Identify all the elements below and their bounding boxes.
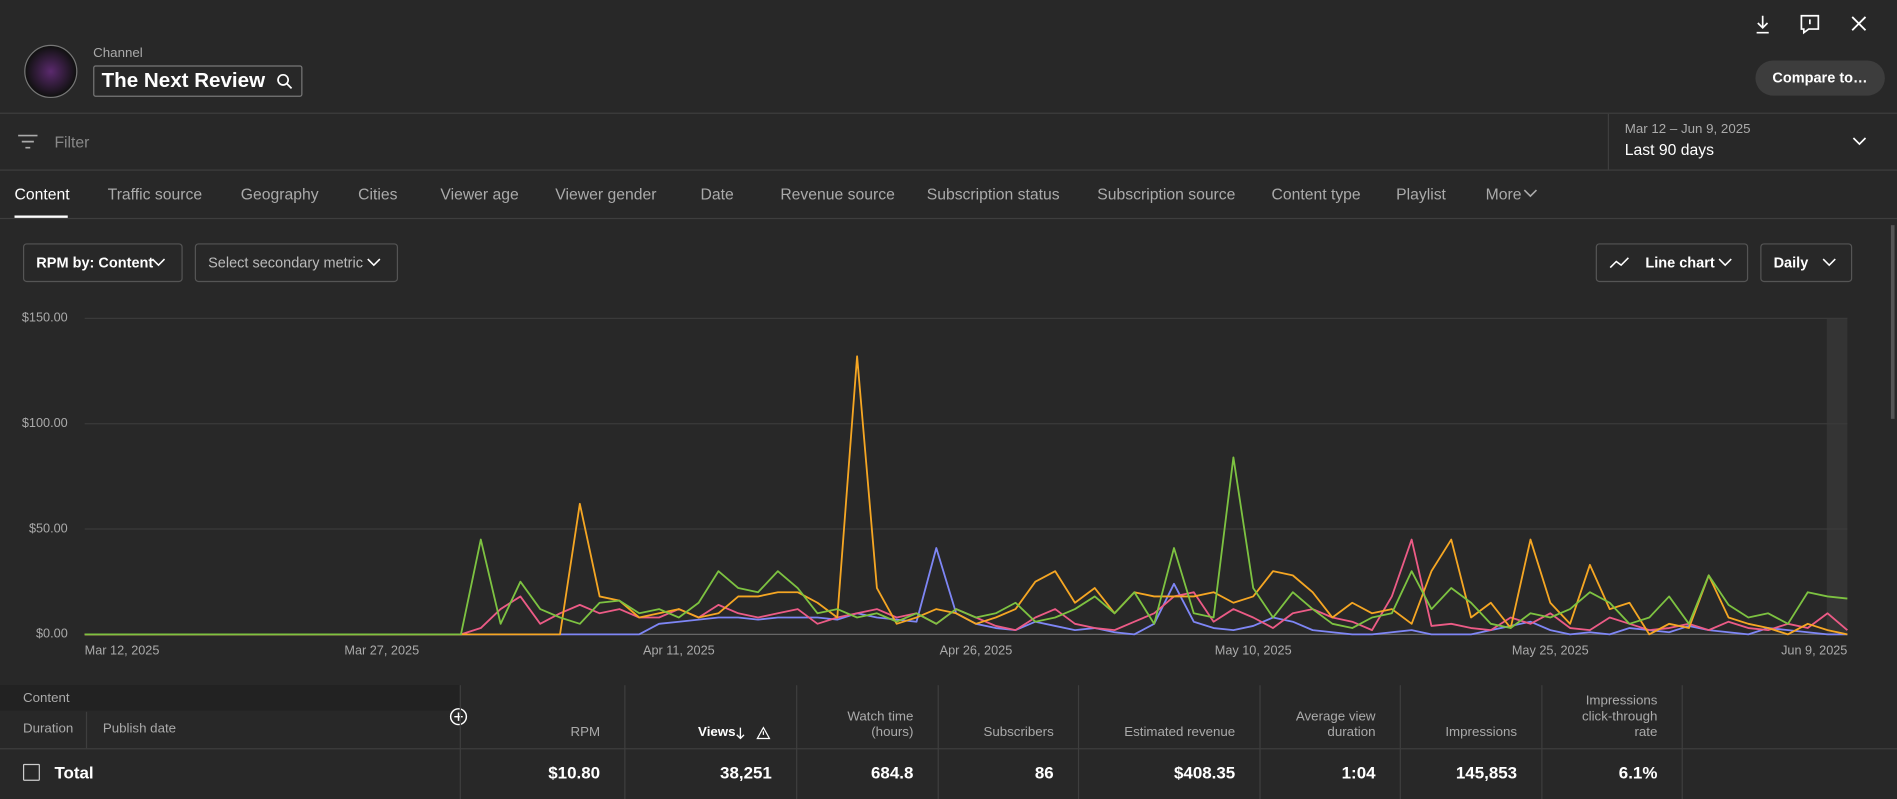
date-range: Mar 12 – Jun 9, 2025	[1624, 122, 1751, 137]
chart-type-dropdown[interactable]: Line chart	[1595, 243, 1749, 283]
total-value: $408.35	[1173, 762, 1236, 783]
column-divider	[1541, 685, 1543, 799]
divider	[0, 169, 1897, 171]
date-period[interactable]: Last 90 days	[1624, 140, 1714, 159]
total-label: Total	[54, 762, 94, 783]
column-divider	[937, 685, 939, 799]
y-tick-label: $150.00	[22, 311, 68, 325]
total-value: 6.1%	[1618, 762, 1658, 783]
compare-button[interactable]: Compare to…	[1755, 60, 1885, 96]
column-divider	[796, 685, 798, 799]
tab[interactable]: Geography	[240, 185, 319, 204]
interval-dropdown[interactable]: Daily	[1760, 243, 1853, 283]
table-header-band	[0, 685, 460, 711]
channel-picker[interactable]: The Next Review	[93, 65, 303, 97]
filter-input[interactable]: Filter	[54, 133, 90, 152]
column-header[interactable]: Average view duration	[1295, 709, 1376, 740]
tab[interactable]: Viewer age	[440, 185, 519, 204]
secondary-text: Select secondary metric	[208, 254, 364, 272]
divider	[0, 217, 1897, 220]
y-tick-label: $50.00	[29, 521, 68, 535]
sort-icons	[736, 726, 771, 740]
tab[interactable]: Playlist	[1396, 185, 1446, 204]
scrollbar	[1890, 225, 1895, 419]
divider	[1607, 113, 1610, 170]
tab[interactable]: Revenue source	[780, 185, 895, 204]
tab[interactable]: More	[1485, 185, 1522, 204]
tab[interactable]: Cities	[358, 185, 398, 204]
interval-text: Daily	[1773, 254, 1809, 272]
column-divider	[1077, 685, 1080, 799]
column-header[interactable]: RPM	[570, 725, 601, 740]
x-tick-label: Jun 9, 2025	[1781, 644, 1847, 658]
total-value: 684.8	[870, 762, 914, 783]
checkbox[interactable]	[22, 763, 40, 781]
column-divider	[1399, 685, 1401, 799]
channel-avatar[interactable]	[24, 44, 78, 99]
dropdown-icons	[151, 257, 1836, 269]
channel-name: The Next Review	[101, 69, 266, 93]
series-line	[84, 355, 1848, 636]
total-value: 145,853	[1455, 762, 1518, 783]
series-line	[84, 456, 1848, 636]
x-tick-label: Apr 26, 2025	[940, 644, 1013, 658]
total-value: $10.80	[548, 762, 601, 783]
column-divider	[459, 685, 461, 799]
divider	[0, 112, 1897, 114]
tab[interactable]: Traffic source	[107, 185, 203, 204]
chevron	[1523, 189, 1538, 198]
filter-icon	[18, 134, 38, 149]
column-divider	[1681, 685, 1683, 799]
column-header[interactable]: Views	[698, 725, 736, 740]
series-line	[84, 547, 1848, 636]
secondary-dropdown[interactable]: Select secondary metric	[194, 243, 399, 283]
add-column-icon[interactable]	[449, 707, 468, 726]
column-header[interactable]: Watch time (hours)	[847, 709, 914, 740]
chart: $0.00 $50.00 $100.00 $150.00 Mar 12, 2025 Mar…	[22, 311, 1848, 658]
tab[interactable]: Subscription status	[926, 185, 1060, 204]
chart-type-text: Line chart	[1645, 254, 1715, 272]
search-icon	[277, 73, 293, 89]
tab[interactable]: Date	[700, 185, 734, 204]
x-tick-label: Apr 11, 2025	[643, 644, 715, 658]
y-tick-label: $0.00	[36, 627, 68, 641]
channel-label: Channel	[93, 46, 143, 61]
content-header: Content	[22, 691, 70, 706]
tab[interactable]: Content	[14, 185, 70, 204]
tab-indicator	[14, 215, 68, 218]
column-header[interactable]: Subscribers	[983, 725, 1054, 740]
publish-date-header[interactable]: Publish date	[102, 721, 177, 737]
window-icons[interactable]	[1752, 12, 1873, 36]
x-tick-label: May 10, 2025	[1215, 644, 1292, 658]
column-header[interactable]: Impressions	[1445, 725, 1518, 740]
x-tick-label: May 25, 2025	[1512, 644, 1589, 658]
column-header[interactable]: Estimated revenue	[1124, 725, 1236, 740]
column-divider	[1259, 685, 1261, 799]
column-header[interactable]: Impressions click-through rate	[1581, 693, 1658, 740]
metric-text: RPM by: Content	[36, 254, 154, 272]
divider	[85, 711, 88, 749]
y-tick-label: $100.00	[22, 416, 68, 430]
divider	[0, 748, 1897, 750]
duration-header[interactable]: Duration	[22, 721, 74, 737]
x-tick-label: Mar 27, 2025	[344, 644, 419, 658]
metric-dropdown[interactable]: RPM by: Content	[22, 243, 183, 283]
total-value: 38,251	[720, 762, 772, 783]
x-tick-label: Mar 12, 2025	[85, 644, 160, 658]
column-divider	[624, 685, 626, 799]
chevron	[1852, 137, 1867, 146]
hover-band	[1826, 318, 1848, 635]
total-value: 86	[1034, 762, 1054, 783]
tab[interactable]: Content type	[1271, 185, 1361, 204]
tab[interactable]: Subscription source	[1097, 185, 1236, 204]
total-value: 1:04	[1341, 762, 1376, 783]
tab[interactable]: Viewer gender	[555, 185, 657, 204]
